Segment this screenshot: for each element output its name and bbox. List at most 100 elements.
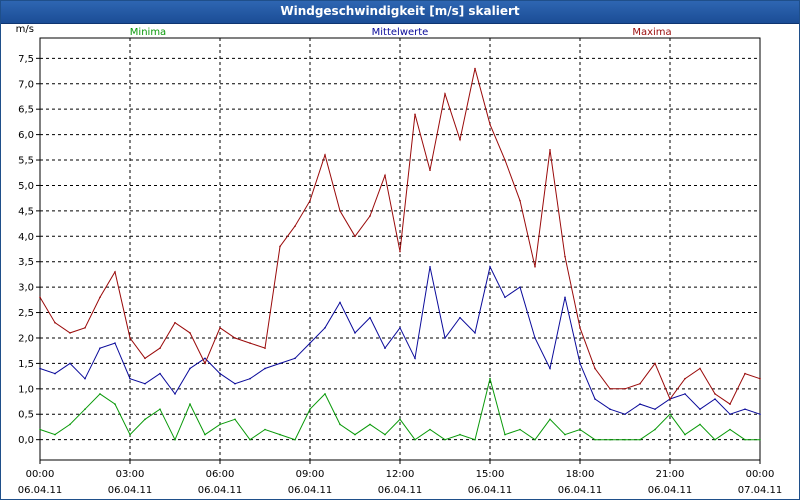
y-axis-label: m/s: [16, 24, 34, 35]
data-point-minima: [144, 418, 146, 421]
data-point-minima: [564, 433, 566, 436]
data-point-maxima: [339, 210, 341, 212]
data-point-maxima: [654, 362, 656, 365]
data-point-mittelwerte: [354, 332, 356, 334]
data-point-mittelwerte: [174, 393, 176, 395]
y-tick-label: 2,0: [18, 333, 34, 344]
data-point-minima: [294, 438, 296, 441]
x-tick-time: 18:00: [566, 469, 595, 480]
data-point-mittelwerte: [459, 316, 461, 319]
data-point-mittelwerte: [339, 301, 341, 304]
x-tick-date: 06.04.11: [648, 485, 693, 496]
data-point-maxima: [414, 113, 416, 116]
data-point-minima: [699, 423, 701, 426]
data-point-mittelwerte: [444, 337, 446, 339]
y-tick-label: 6,0: [18, 130, 34, 141]
data-point-mittelwerte: [144, 382, 146, 385]
data-point-minima: [39, 428, 41, 431]
data-point-maxima: [114, 271, 116, 273]
data-point-maxima: [639, 382, 641, 385]
legend-minima: Minima: [130, 27, 166, 38]
data-point-minima: [69, 423, 71, 426]
data-point-maxima: [39, 296, 41, 299]
data-point-mittelwerte: [594, 398, 596, 400]
data-point-minima: [264, 428, 266, 431]
data-point-mittelwerte: [624, 413, 626, 416]
data-point-mittelwerte: [84, 377, 86, 380]
data-point-minima: [519, 428, 521, 431]
data-point-mittelwerte: [534, 337, 536, 339]
data-point-minima: [219, 423, 221, 426]
data-point-maxima: [219, 327, 221, 329]
data-point-minima: [189, 403, 191, 405]
data-point-mittelwerte: [579, 362, 581, 365]
y-tick-label: 2,5: [18, 308, 34, 319]
y-tick-label: 7,5: [18, 54, 34, 65]
data-point-maxima: [609, 388, 611, 390]
data-point-mittelwerte: [69, 362, 71, 365]
y-tick-label: 1,5: [18, 359, 34, 370]
data-point-maxima: [189, 332, 191, 334]
data-point-mittelwerte: [219, 372, 221, 375]
data-point-minima: [549, 418, 551, 421]
data-point-mittelwerte: [474, 332, 476, 334]
data-point-minima: [429, 428, 431, 431]
data-point-mittelwerte: [654, 408, 656, 410]
x-tick-date: 06.04.11: [378, 485, 423, 496]
data-point-mittelwerte: [699, 408, 701, 410]
data-point-mittelwerte: [609, 408, 611, 410]
data-point-maxima: [84, 327, 86, 329]
data-point-mittelwerte: [129, 377, 131, 380]
data-point-minima: [489, 377, 491, 380]
data-point-maxima: [204, 362, 206, 365]
data-point-mittelwerte: [249, 377, 251, 380]
data-point-mittelwerte: [639, 403, 641, 405]
data-point-minima: [459, 433, 461, 436]
data-point-maxima: [564, 255, 566, 258]
data-point-maxima: [444, 93, 446, 95]
data-point-minima: [744, 438, 746, 441]
y-tick-label: 5,5: [18, 156, 34, 167]
data-point-mittelwerte: [369, 316, 371, 319]
data-point-maxima: [99, 296, 101, 299]
data-point-maxima: [534, 265, 536, 268]
data-point-minima: [729, 428, 731, 431]
data-point-maxima: [744, 372, 746, 375]
data-point-maxima: [264, 347, 266, 349]
data-point-minima: [654, 428, 656, 431]
data-point-maxima: [624, 388, 626, 390]
data-point-minima: [279, 433, 281, 436]
y-tick-label: 3,5: [18, 257, 34, 268]
data-point-minima: [84, 408, 86, 410]
y-tick-label: 5,0: [18, 181, 34, 192]
x-tick-time: 15:00: [476, 469, 505, 480]
data-point-mittelwerte: [159, 372, 161, 375]
data-point-minima: [474, 438, 476, 441]
data-point-mittelwerte: [519, 286, 521, 288]
data-point-mittelwerte: [684, 393, 686, 395]
data-point-minima: [534, 438, 536, 441]
data-point-maxima: [429, 169, 431, 171]
data-point-mittelwerte: [294, 357, 296, 360]
data-point-minima: [204, 433, 206, 436]
data-point-mittelwerte: [234, 382, 236, 385]
data-point-maxima: [399, 250, 401, 253]
data-point-minima: [384, 433, 386, 436]
y-tick-label: 4,0: [18, 232, 34, 243]
y-tick-label: 4,5: [18, 206, 34, 217]
data-point-mittelwerte: [429, 265, 431, 268]
data-point-minima: [114, 403, 116, 405]
x-tick-time: 09:00: [296, 469, 325, 480]
data-point-mittelwerte: [39, 367, 41, 370]
data-point-mittelwerte: [309, 342, 311, 344]
data-point-maxima: [489, 123, 491, 126]
x-tick-date: 06.04.11: [108, 485, 153, 496]
x-tick-date: 06.04.11: [288, 485, 333, 496]
y-tick-label: 0,0: [18, 435, 34, 446]
x-tick-time: 06:00: [206, 469, 235, 480]
data-point-maxima: [309, 199, 311, 202]
data-point-minima: [369, 423, 371, 426]
data-point-maxima: [369, 215, 371, 217]
y-tick-label: 7,0: [18, 79, 34, 90]
y-tick-label: 1,0: [18, 384, 34, 395]
